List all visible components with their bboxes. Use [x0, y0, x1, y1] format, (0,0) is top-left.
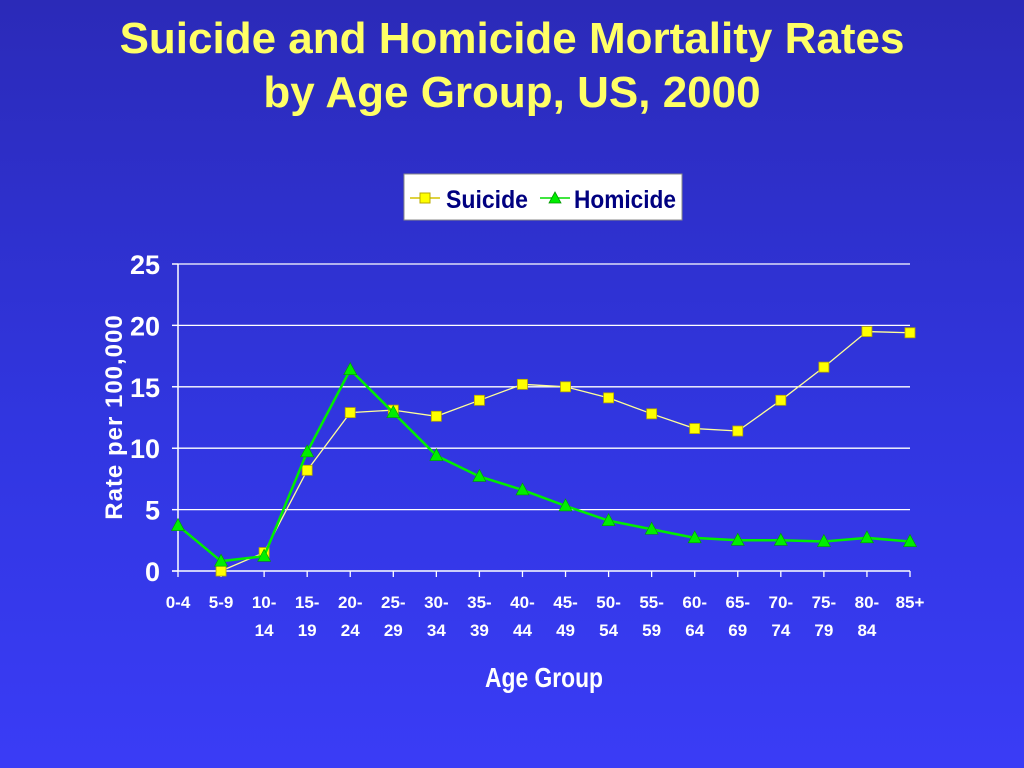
data-point-homicide — [687, 530, 702, 544]
x-tick-label-line2: 74 — [771, 621, 790, 640]
chart-title: Suicide and Homicide Mortality Rates by … — [0, 12, 1024, 120]
x-tick-label: 55- — [639, 593, 664, 612]
data-point-suicide — [517, 378, 528, 390]
y-tick-label: 5 — [145, 496, 160, 526]
x-tick-label-line2: 24 — [341, 621, 360, 640]
x-axis-label: Age Group — [485, 662, 603, 693]
x-tick-label: 75- — [812, 593, 837, 612]
grid-lines — [172, 263, 910, 511]
x-tick-label: 60- — [682, 593, 707, 612]
data-point-suicide — [732, 425, 744, 437]
x-tick-labels: 0-4 5-9 10- 14 15- 19 20- 24 25- 29 30- 34 35- 39 40- 4… — [166, 593, 925, 640]
x-tick-label: 70- — [769, 593, 794, 612]
x-tick-label: 25- — [381, 593, 406, 612]
x-tick-label-line2: 49 — [556, 621, 575, 640]
x-tick-label: 5-9 — [209, 593, 234, 612]
x-tick-label: 0-4 — [166, 593, 191, 612]
x-tick-label-line2: 39 — [470, 621, 489, 640]
chart-title-line1: Suicide and Homicide Mortality Rates — [119, 14, 905, 63]
data-point-homicide — [515, 482, 530, 496]
legend-item-homicide: Homicide — [540, 186, 676, 214]
x-tick-label-line2: 19 — [298, 621, 317, 640]
legend-item-suicide: Suicide — [410, 186, 528, 214]
x-tick-label: 65- — [725, 593, 750, 612]
x-tick-label: 45- — [553, 593, 578, 612]
data-point-homicide — [343, 361, 358, 375]
x-tick-label: 85+ — [896, 593, 925, 612]
x-tick-label: 40- — [510, 593, 535, 612]
x-tick-label: 20- — [338, 593, 363, 612]
series-suicide — [215, 326, 916, 577]
x-tick-label: 80- — [855, 593, 880, 612]
data-point-suicide — [603, 392, 614, 404]
x-tick-label: 35- — [467, 593, 492, 612]
data-point-homicide — [773, 532, 788, 546]
x-tick-label: 50- — [596, 593, 621, 612]
data-point-suicide — [775, 394, 787, 406]
data-point-suicide — [818, 361, 830, 373]
data-point-homicide — [300, 444, 315, 458]
chart-title-line2: by Age Group, US, 2000 — [263, 68, 761, 117]
legend: Suicide Homicide — [403, 173, 683, 221]
x-tick-label-line2: 44 — [513, 621, 532, 640]
y-axis-label: Rate per 100,000 — [101, 314, 128, 519]
y-tick-label: 0 — [145, 557, 160, 587]
legend-suicide-marker — [419, 192, 431, 204]
data-point-suicide — [215, 565, 227, 577]
data-point-suicide — [646, 408, 658, 420]
x-tick-label-line2: 79 — [814, 621, 833, 640]
legend-homicide-label: Homicide — [574, 186, 676, 214]
x-tick-label: 30- — [424, 593, 449, 612]
y-tick-label: 20 — [130, 311, 160, 341]
data-point-homicide — [558, 498, 573, 512]
data-point-homicide — [859, 530, 874, 544]
series-line-suicide — [220, 330, 911, 572]
data-point-homicide — [214, 553, 229, 567]
legend-suicide-label: Suicide — [446, 186, 528, 214]
data-point-suicide — [344, 407, 356, 418]
x-tick-label-line2: 84 — [857, 621, 876, 640]
data-point-homicide — [386, 404, 401, 418]
series — [170, 326, 918, 577]
series-line-homicide — [177, 367, 911, 563]
data-point-homicide — [429, 447, 444, 461]
x-tick-label-line2: 59 — [642, 621, 661, 640]
y-tick-label: 25 — [130, 250, 160, 280]
data-point-homicide — [816, 533, 831, 547]
data-point-homicide — [257, 548, 272, 562]
x-tick-label-line2: 69 — [728, 621, 747, 640]
data-point-suicide — [904, 327, 916, 339]
data-point-homicide — [170, 517, 186, 531]
legend-box — [403, 173, 683, 221]
axes — [172, 263, 911, 577]
y-tick-label: 15 — [130, 373, 160, 403]
data-point-suicide — [861, 326, 873, 337]
data-point-homicide — [472, 468, 487, 482]
legend-homicide-marker — [548, 191, 562, 204]
data-point-suicide — [689, 423, 701, 434]
data-point-homicide — [601, 513, 616, 526]
x-tick-label-line2: 34 — [427, 621, 446, 640]
data-point-homicide — [730, 532, 745, 546]
data-point-suicide — [474, 394, 485, 406]
x-tick-label: 15- — [295, 593, 320, 612]
x-tick-label-line2: 64 — [685, 621, 704, 640]
y-tick-labels: 0 5 10 15 20 25 — [130, 250, 160, 587]
data-point-homicide — [902, 533, 918, 547]
data-point-homicide — [644, 521, 659, 535]
x-tick-label-line2: 29 — [384, 621, 403, 640]
y-tick-label: 10 — [130, 434, 160, 464]
x-tick-label-line2: 14 — [255, 621, 274, 640]
x-tick-label-line2: 54 — [599, 621, 618, 640]
data-point-suicide — [560, 381, 571, 393]
x-tick-label: 10- — [252, 593, 277, 612]
data-point-suicide — [301, 464, 313, 476]
data-point-suicide — [430, 410, 442, 422]
series-homicide — [170, 361, 918, 567]
